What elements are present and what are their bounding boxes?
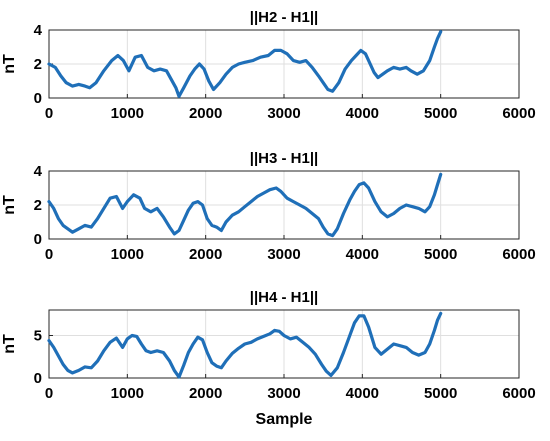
y-tick-label: 0	[34, 90, 42, 107]
x-tick-label: 1000	[111, 246, 144, 263]
x-tick-label: 6000	[502, 385, 535, 402]
x-tick-label: 1000	[111, 385, 144, 402]
x-tick-label: 0	[45, 246, 53, 263]
x-tick-label: 6000	[502, 246, 535, 263]
series-line-2-1	[47, 172, 443, 238]
x-tick-label: 5000	[424, 385, 457, 402]
chart-title: ||H2 - H1||	[250, 9, 318, 26]
x-tick-label: 2000	[189, 246, 222, 263]
x-tick-label: 1000	[111, 105, 144, 122]
y-tick-label: 4	[34, 163, 43, 180]
x-tick-label: 0	[45, 385, 53, 402]
y-tick-label: 0	[34, 370, 42, 387]
y-tick-label: 2	[34, 197, 42, 214]
series-line-3-1	[47, 311, 443, 379]
series-line-1-1	[47, 30, 443, 98]
x-tick-label: 3000	[267, 385, 300, 402]
x-tick-label: 0	[45, 105, 53, 122]
x-tick-label: 2000	[189, 105, 222, 122]
y-axis-label: nT	[1, 334, 18, 354]
y-axis-label: nT	[1, 195, 18, 215]
y-tick-label: 4	[34, 22, 43, 39]
x-tick-label: 3000	[267, 246, 300, 263]
x-tick-label: 4000	[346, 385, 379, 402]
axis-frame	[48, 29, 520, 99]
y-tick-label: 0	[34, 231, 42, 248]
y-tick-label: 5	[34, 328, 42, 345]
x-tick-label: 4000	[346, 105, 379, 122]
x-tick-label: 6000	[502, 105, 535, 122]
x-tick-label: 4000	[346, 246, 379, 263]
y-axis-label: nT	[1, 54, 18, 74]
chart-title: ||H4 - H1||	[250, 289, 318, 306]
x-tick-label: 5000	[424, 105, 457, 122]
y-tick-label: 2	[34, 56, 42, 73]
x-axis-label: Sample	[256, 411, 313, 428]
x-tick-label: 3000	[267, 105, 300, 122]
chart-title: ||H3 - H1||	[250, 150, 318, 167]
x-tick-label: 2000	[189, 385, 222, 402]
x-tick-label: 5000	[424, 246, 457, 263]
